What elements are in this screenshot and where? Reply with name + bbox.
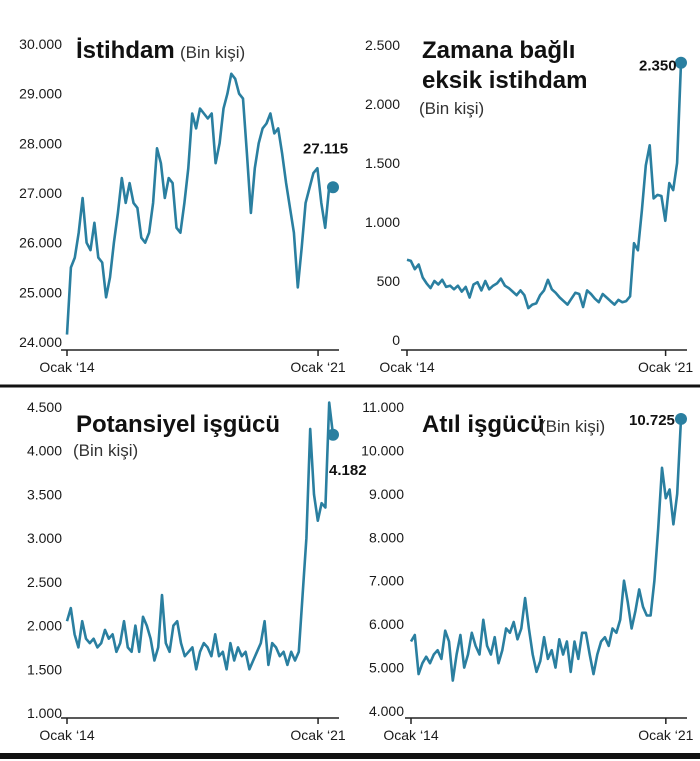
employment-y-ticks: 24.000 25.000 26.000 27.000 28.000 29.000 30.0… — [19, 36, 62, 350]
underemployment-unit: (Bin kişi) — [419, 99, 484, 118]
y-tick-label: 2.500 — [365, 37, 400, 53]
y-tick-label: 10.000 — [361, 442, 404, 458]
employment-title: İstihdam — [76, 37, 175, 64]
y-tick-label: 7.000 — [369, 573, 404, 589]
employment-unit: (Bin kişi) — [180, 43, 245, 62]
potential-labour-end-point — [327, 428, 339, 441]
y-tick-label: 25.000 — [19, 284, 62, 300]
y-tick-label: 5.000 — [369, 660, 404, 676]
y-tick-label: 28.000 — [19, 135, 62, 151]
y-tick-label: 2.000 — [27, 618, 62, 634]
y-tick-label: 11.000 — [362, 399, 404, 415]
y-tick-label: 2.000 — [365, 96, 400, 112]
x-tick-label: Ocak ‘14 — [39, 359, 94, 375]
potential-labour-unit: (Bin kişi) — [73, 441, 138, 460]
x-tick-label: Ocak ‘21 — [290, 359, 345, 375]
y-tick-label: 1.500 — [365, 155, 400, 171]
time-related-underemployment-chart: Zamana bağlı eksik istihdam (Bin kişi) 0… — [365, 37, 693, 375]
y-tick-label: 3.500 — [27, 486, 62, 502]
idle-labour-unit: (Bin kişi) — [540, 417, 605, 436]
y-tick-label: 4.500 — [27, 399, 62, 415]
idle-labour-x-ticks: Ocak ‘14 Ocak ‘21 — [383, 718, 694, 743]
y-tick-label: 9.000 — [369, 486, 404, 502]
potential-labour-x-ticks: Ocak ‘14 Ocak ‘21 — [39, 718, 346, 743]
y-tick-label: 27.000 — [19, 185, 62, 201]
idle-labour-series-line — [409, 418, 683, 682]
underemployment-title-line-2: eksik istihdam — [422, 67, 587, 94]
y-tick-label: 1.500 — [27, 661, 62, 677]
y-tick-label: 29.000 — [19, 86, 62, 102]
y-tick-label: 3.000 — [27, 530, 62, 546]
y-tick-label: 6.000 — [369, 616, 404, 632]
employment-end-label: 27.115 — [303, 140, 348, 157]
employment-x-ticks: Ocak ‘14 Ocak ‘21 — [39, 350, 346, 375]
x-tick-label: Ocak ‘14 — [39, 727, 94, 743]
potential-labour-end-label: 4.182 — [329, 462, 367, 479]
y-tick-label: 0 — [392, 332, 400, 348]
y-tick-label: 500 — [377, 273, 401, 289]
y-tick-label: 4.000 — [27, 443, 62, 459]
y-tick-label: 2.500 — [27, 574, 62, 590]
employment-series-line — [65, 72, 334, 335]
x-tick-label: Ocak ‘21 — [290, 727, 345, 743]
employment-chart: İstihdam (Bin kişi) 24.000 25.000 26.000 27… — [19, 36, 348, 375]
underemployment-title-line-1: Zamana bağlı — [422, 37, 575, 64]
x-tick-label: Ocak ‘21 — [638, 359, 693, 375]
idle-labour-end-label: 10.725 — [629, 412, 675, 429]
underemployment-y-ticks: 0 500 1.000 1.500 2.000 2.500 — [365, 37, 400, 348]
x-tick-label: Ocak ‘21 — [638, 727, 693, 743]
underemployment-end-label: 2.350 — [639, 58, 677, 75]
idle-labour-force-chart: Atıl işgücü (Bin kişi) 4.000 5.000 6.000 7.… — [361, 399, 693, 743]
idle-labour-end-point — [675, 412, 687, 425]
underemployment-end-point — [675, 56, 687, 69]
y-tick-label: 8.000 — [369, 529, 404, 545]
idle-labour-title: Atıl işgücü — [422, 411, 545, 438]
x-tick-label: Ocak ‘14 — [383, 727, 438, 743]
y-tick-label: 26.000 — [19, 235, 62, 251]
potential-labour-series-line — [65, 401, 335, 671]
underemployment-series-line — [406, 62, 683, 310]
y-tick-label: 30.000 — [19, 36, 62, 52]
y-tick-label: 4.000 — [369, 703, 404, 719]
underemployment-x-ticks: Ocak ‘14 Ocak ‘21 — [379, 350, 693, 375]
employment-end-point — [327, 181, 339, 194]
potential-labour-force-chart: Potansiyel işgücü (Bin kişi) 1.000 1.500 2… — [27, 399, 367, 743]
y-tick-label: 1.000 — [365, 214, 400, 230]
potential-labour-title: Potansiyel işgücü — [76, 411, 280, 438]
y-tick-label: 24.000 — [19, 334, 62, 350]
y-tick-label: 1.000 — [27, 705, 62, 721]
x-tick-label: Ocak ‘14 — [379, 359, 434, 375]
potential-labour-y-ticks: 1.000 1.500 2.000 2.500 3.000 3.500 4.000 4.500 — [27, 399, 62, 721]
idle-labour-y-ticks: 4.000 5.000 6.000 7.000 8.000 9.000 10.000 11.0… — [361, 399, 404, 719]
